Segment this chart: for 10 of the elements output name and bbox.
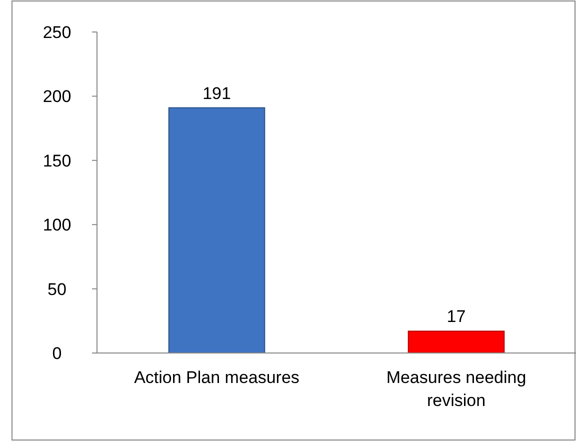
data-label: 191 [202, 84, 231, 103]
y-tick-label: 100 [42, 216, 72, 235]
x-tick-label: Measures needing revision [386, 368, 526, 410]
x-tick-label: Action Plan measures [134, 368, 300, 387]
data-label: 17 [446, 307, 466, 326]
y-tick-label: 50 [48, 280, 66, 299]
y-tick-label: 0 [52, 344, 62, 363]
y-tick-label: 150 [42, 151, 72, 170]
y-tick-label: 250 [42, 22, 72, 42]
y-tick-label: 200 [42, 87, 72, 106]
